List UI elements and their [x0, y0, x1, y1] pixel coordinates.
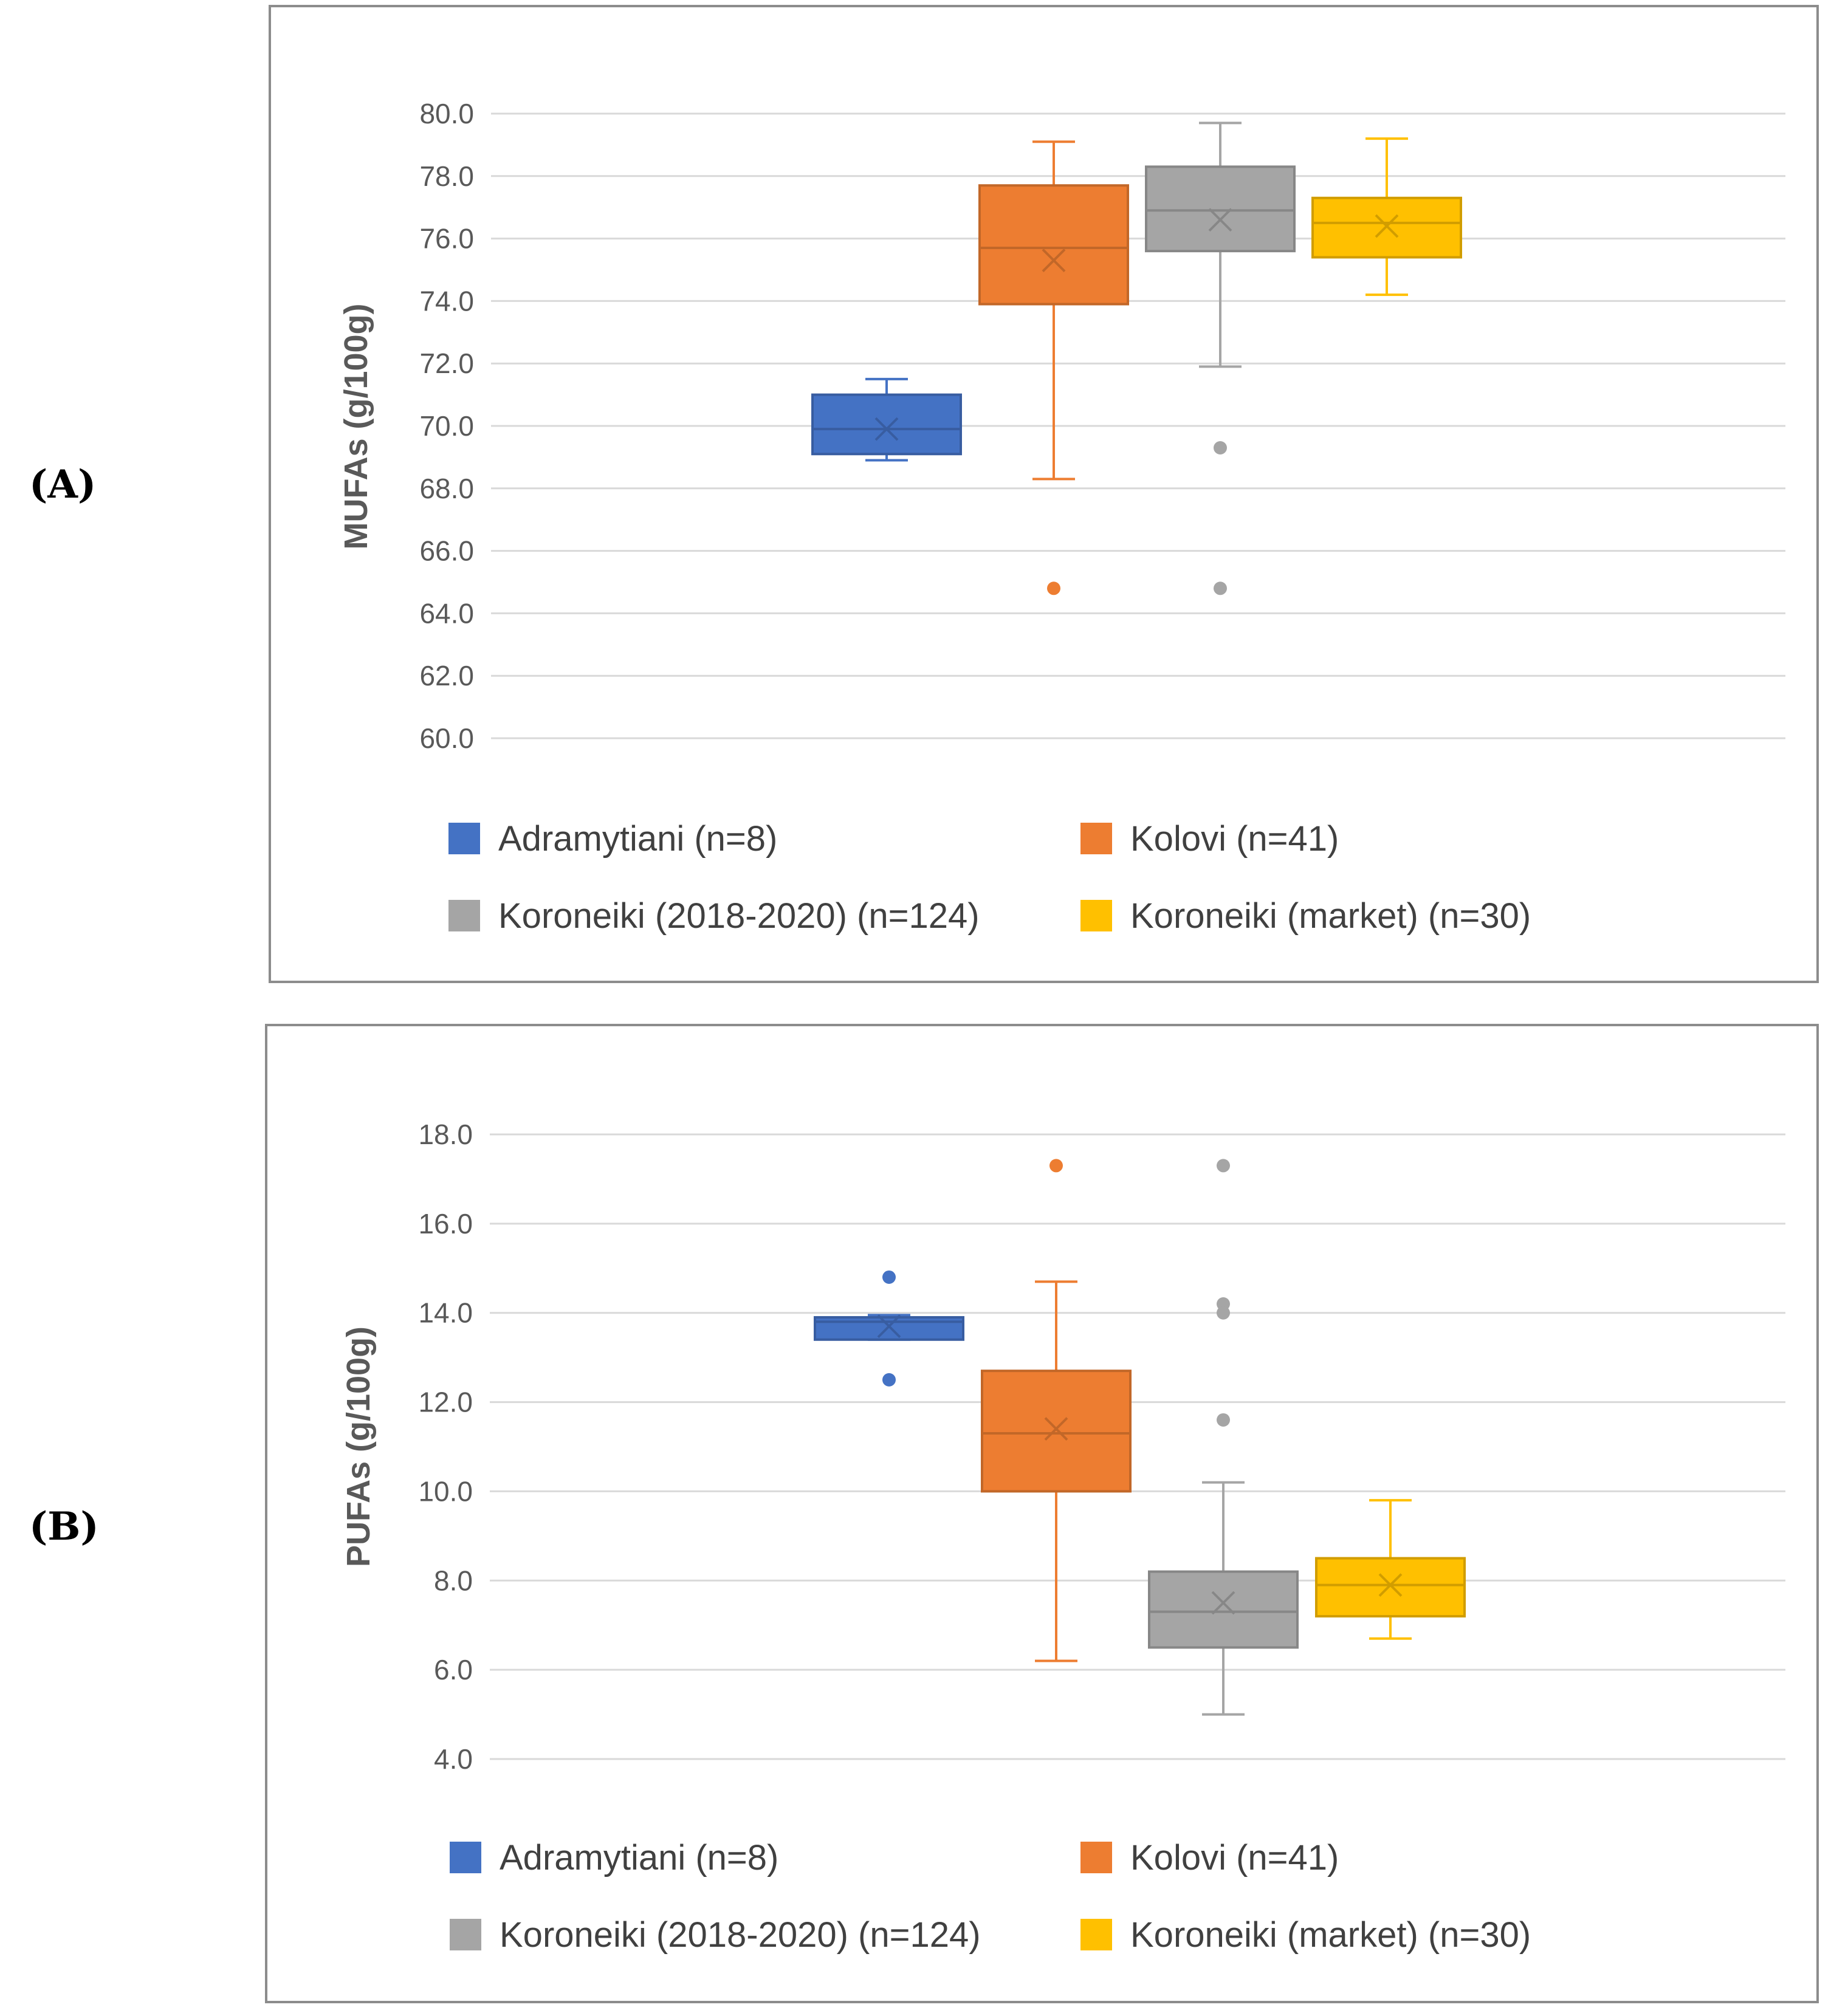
legend-swatch: [1080, 900, 1112, 931]
legend-swatch: [448, 900, 480, 931]
y-tick-label: 60.0: [419, 722, 474, 754]
outlier-point: [1217, 1306, 1230, 1320]
mean-marker: [874, 417, 899, 441]
legend-label: Adramytiani (n=8): [498, 819, 777, 859]
outlier-point: [1047, 581, 1060, 595]
legend-swatch: [450, 1919, 481, 1950]
y-tick-label: 62.0: [419, 660, 474, 691]
box-2: [1148, 1159, 1299, 1716]
legend-swatch: [1080, 1842, 1112, 1873]
y-tick-label: 72.0: [419, 348, 474, 379]
legend: Adramytiani (n=8) Kolovi (n=41) Koroneiki …: [448, 819, 1531, 936]
y-tick-label: 14.0: [418, 1297, 473, 1329]
chart-frame-pufa: 4.0 6.0 8.0 10.0 12.0 14.0 16.0 18.0 PUFAs (g/1…: [265, 1024, 1819, 2003]
box-layer: [814, 1159, 1466, 1716]
outlier-point: [1217, 1413, 1230, 1427]
box-3: [1315, 1499, 1466, 1640]
legend-label: Kolovi (n=41): [1130, 819, 1339, 859]
mean-marker: [1044, 1417, 1068, 1441]
outlier-point: [1049, 1159, 1063, 1173]
panel-label-a: (A): [29, 462, 97, 507]
y-tick-label: 10.0: [418, 1475, 473, 1507]
legend-swatch: [1080, 823, 1112, 854]
box-iqr: [981, 1370, 1132, 1493]
y-axis-title: MUFAs (g/100g): [338, 303, 374, 549]
box-3: [1311, 137, 1462, 297]
mean-marker: [1375, 214, 1399, 238]
y-tick-label: 66.0: [419, 535, 474, 567]
legend-label: Koroneiki (2018-2020) (n=124): [500, 1915, 981, 1955]
outlier-point: [1214, 581, 1227, 595]
box-2: [1145, 122, 1296, 595]
y-tick-label: 70.0: [419, 410, 474, 442]
y-tick-label: 78.0: [419, 160, 474, 192]
box-iqr: [811, 393, 962, 456]
chart-mufa: 60.0 62.0 64.0 66.0 68.0 70.0 72.0 74.0 76.0 78.0…: [338, 98, 1785, 936]
box-0: [811, 377, 962, 462]
outlier-point: [882, 1270, 896, 1284]
outlier-point: [1217, 1159, 1230, 1173]
outlier-point: [882, 1373, 896, 1387]
chart-frame-mufa: 60.0 62.0 64.0 66.0 68.0 70.0 72.0 74.0 76.0 78.0…: [269, 5, 1819, 983]
y-tick-label: 16.0: [418, 1208, 473, 1240]
legend-label: Koroneiki (market) (n=30): [1130, 896, 1531, 936]
mean-marker: [1211, 1591, 1235, 1615]
legend-swatch: [448, 823, 480, 854]
y-tick-label: 80.0: [419, 98, 474, 129]
y-tick-label: 76.0: [419, 223, 474, 255]
y-axis-title: PUFAs (g/100g): [340, 1326, 377, 1567]
legend-swatch: [1080, 1919, 1112, 1950]
box-layer: [811, 122, 1462, 595]
box-iqr: [1145, 165, 1296, 253]
legend-label: Kolovi (n=41): [1130, 1838, 1339, 1878]
box-1: [978, 140, 1129, 595]
y-tick-label: 64.0: [419, 597, 474, 629]
y-tick-label: 68.0: [419, 473, 474, 504]
y-tick-label: 74.0: [419, 285, 474, 317]
grid-layer: [491, 112, 1785, 739]
grid-layer: [490, 1133, 1785, 1760]
mean-marker: [1378, 1573, 1403, 1597]
legend-swatch: [450, 1842, 481, 1873]
legend: Adramytiani (n=8) Kolovi (n=41) Koroneiki …: [450, 1838, 1531, 1955]
y-tick-label: 4.0: [434, 1743, 473, 1775]
chart-pufa: 4.0 6.0 8.0 10.0 12.0 14.0 16.0 18.0 PUFAs (g/1…: [340, 1119, 1785, 1955]
legend-label: Koroneiki (2018-2020) (n=124): [498, 896, 980, 936]
y-tick-label: 12.0: [418, 1387, 473, 1418]
legend-label: Koroneiki (market) (n=30): [1130, 1915, 1531, 1955]
box-1: [981, 1159, 1132, 1662]
tick-layer: 4.0 6.0 8.0 10.0 12.0 14.0 16.0 18.0: [418, 1119, 473, 1775]
box-0: [814, 1270, 964, 1387]
y-tick-label: 6.0: [434, 1654, 473, 1686]
mean-marker: [1208, 208, 1232, 232]
panel-label-b: (B): [29, 1504, 99, 1549]
mean-marker: [877, 1314, 901, 1339]
y-tick-label: 18.0: [418, 1119, 473, 1150]
mean-marker: [1042, 249, 1066, 272]
outlier-point: [1214, 441, 1227, 454]
legend-label: Adramytiani (n=8): [500, 1838, 778, 1878]
box-iqr: [1315, 1557, 1466, 1618]
box-iqr: [1148, 1570, 1299, 1649]
y-tick-label: 8.0: [434, 1565, 473, 1596]
tick-layer: 60.0 62.0 64.0 66.0 68.0 70.0 72.0 74.0 76.0 78.0…: [419, 98, 474, 754]
box-iqr: [978, 184, 1129, 306]
